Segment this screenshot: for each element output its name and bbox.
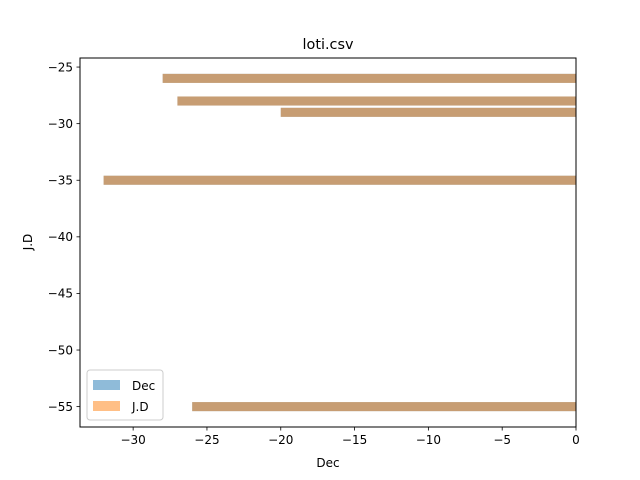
legend: Dec J.D [86,369,164,421]
bar-series1-2 [280,107,576,117]
y-tick-label: −40 [48,230,73,244]
x-tick-label: −20 [268,433,293,447]
bar-series1-4 [192,402,576,412]
y-axis-ticks: −25 −30 −35 −40 −45 −50 −55 [48,60,80,414]
x-tick-label: −5 [493,433,511,447]
x-tick-label: −30 [120,433,145,447]
y-axis-label: J.D [21,234,35,252]
y-tick-label: −45 [48,287,73,301]
legend-swatch-jd [93,401,120,411]
y-tick-label: −30 [48,117,73,131]
legend-swatch-dec [93,380,120,390]
bar-series1-3 [103,175,576,185]
plot-frame [79,57,577,428]
legend-label-dec: Dec [132,379,155,393]
legend-frame [86,369,164,421]
x-tick-label: −10 [416,433,441,447]
x-tick-label: 0 [572,433,580,447]
y-tick-label: −50 [48,343,73,357]
y-tick-label: −25 [48,60,73,74]
y-tick-label: −35 [48,174,73,188]
bar-series1-0 [162,73,576,83]
x-axis-ticks: −30 −25 −20 −15 −10 −5 0 [120,427,580,447]
x-tick-label: −25 [194,433,219,447]
x-tick-label: −15 [342,433,367,447]
legend-label-jd: J.D [131,400,149,414]
chart-title: loti.csv [303,37,354,53]
bars-group [103,73,576,412]
y-tick-label: −55 [48,400,73,414]
bar-series1-1 [177,96,576,106]
x-axis-label: Dec [316,456,339,470]
